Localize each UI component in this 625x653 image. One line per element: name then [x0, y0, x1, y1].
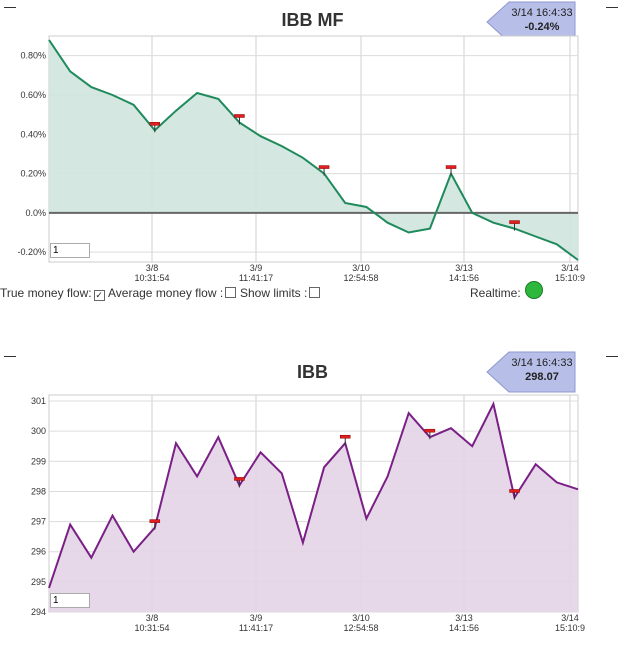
- price-x-tick-time: 12:54:58: [343, 623, 378, 633]
- price-event-marker: [339, 434, 351, 439]
- mf-event-marker: [149, 122, 161, 126]
- mf-callout-value: -0.24%: [524, 21, 560, 33]
- price-chart: IBB 3/14 16:4:33 298.07 301 300 299 298 297 2…: [0, 340, 625, 653]
- avg-mf-label: Average money flow :: [108, 286, 224, 300]
- price-x-tick-time: 10:31:54: [134, 623, 169, 633]
- price-y-tick-label: 298: [31, 486, 46, 496]
- mf-range-input[interactable]: 1: [50, 243, 90, 258]
- price-y-tick-label: 297: [31, 517, 46, 527]
- price-event-marker: [234, 477, 245, 481]
- true-mf-control: True money flow: ✓: [0, 286, 105, 301]
- mf-x-tick-date: 3/13: [455, 263, 473, 273]
- mf-y-tick-label: 0.0%: [25, 208, 46, 218]
- price-x-tick-date: 3/14: [561, 613, 579, 623]
- price-callout-arrow-icon: [486, 351, 576, 393]
- avg-mf-checkbox[interactable]: [225, 287, 237, 298]
- mf-corner-dash-right: [606, 7, 618, 8]
- price-y-tick-label: 295: [31, 577, 46, 587]
- mf-x-tick-time: 15:10:9: [555, 273, 585, 283]
- show-limits-label: Show limits :: [240, 286, 308, 300]
- mf-y-tick-label: 0.80%: [20, 51, 46, 61]
- mf-x-tick-date: 3/14: [561, 263, 579, 273]
- true-mf-checkbox[interactable]: ✓: [93, 290, 105, 301]
- true-mf-label: True money flow:: [0, 286, 92, 300]
- mf-series-line: [48, 39, 579, 261]
- mf-event-marker: [318, 165, 330, 169]
- price-x-tick-date: 3/13: [455, 613, 473, 623]
- price-corner-dash-right: [606, 356, 618, 357]
- price-x-tick-date: 3/9: [250, 613, 263, 623]
- mf-x-tick-date: 3/8: [146, 263, 159, 273]
- mf-chart: IBB MF 3/14 16:4:33 -0.24% 0.80% 0.60% 0.4…: [0, 0, 625, 305]
- mf-chart-title: IBB MF: [281, 10, 344, 30]
- mf-y-tick-label: 0.20%: [20, 169, 46, 179]
- price-y-tick-label: 296: [31, 547, 46, 557]
- mf-y-tick-label: -0.20%: [17, 247, 46, 257]
- avg-mf-control: Average money flow :: [108, 286, 237, 300]
- price-range-input[interactable]: 1: [50, 593, 90, 608]
- price-callout-value: 298.07: [525, 371, 559, 383]
- price-x-tick-date: 3/10: [352, 613, 370, 623]
- mf-event-marker: [234, 114, 245, 118]
- realtime-status-indicator[interactable]: [525, 281, 543, 299]
- price-x-tick-time: 11:41:17: [239, 623, 273, 633]
- mf-area-fill: [49, 39, 578, 261]
- price-plot-area: 3013002992982972962952943/810:31:543/911…: [31, 394, 585, 633]
- show-limits-checkbox[interactable]: [309, 287, 321, 298]
- show-limits-control: Show limits :: [240, 286, 321, 300]
- mf-y-tick-label: 0.60%: [20, 90, 46, 100]
- mf-x-tick-time: 14:1:56: [449, 273, 479, 283]
- price-event-marker: [509, 489, 520, 493]
- price-corner-dash-left: [4, 356, 16, 357]
- mf-y-tick-label: 0.40%: [20, 129, 46, 139]
- price-y-tick-label: 299: [31, 456, 46, 466]
- price-callout-date: 3/14 16:4:33: [511, 357, 573, 369]
- price-series-line: [48, 401, 579, 589]
- mf-last-value-callout: 3/14 16:4:33 -0.24%: [485, 1, 577, 43]
- mf-corner-dash-left: [4, 7, 16, 8]
- price-y-tick-label: 301: [31, 396, 46, 406]
- realtime-label: Realtime:: [470, 286, 521, 300]
- mf-x-tick-time: 11:41:17: [239, 273, 273, 283]
- mf-x-tick-date: 3/10: [352, 263, 370, 273]
- mf-x-tick-time: 10:31:54: [134, 273, 169, 283]
- mf-event-marker: [509, 220, 520, 224]
- price-event-marker: [149, 519, 161, 523]
- price-event-marker: [424, 428, 436, 433]
- mf-x-tick-date: 3/9: [250, 263, 263, 273]
- mf-x-tick-time: 12:54:58: [343, 273, 378, 283]
- price-x-tick-time: 14:1:56: [449, 623, 479, 633]
- mf-plot-area: 0.80% 0.60% 0.40% 0.20% 0.0% -0.20% 3/810:31:5…: [17, 35, 585, 283]
- price-chart-title: IBB: [297, 362, 328, 382]
- mf-event-marker: [445, 165, 457, 169]
- price-x-tick-date: 3/8: [146, 613, 159, 623]
- price-y-tick-label: 294: [31, 607, 46, 617]
- price-last-value-callout: 3/14 16:4:33 298.07: [485, 351, 577, 393]
- price-y-tick-label: 300: [31, 426, 46, 436]
- price-x-tick-time: 15:10:9: [555, 623, 585, 633]
- mf-controls-bar: True money flow: ✓ Average money flow : S…: [0, 286, 625, 302]
- mf-callout-date: 3/14 16:4:33: [511, 7, 573, 19]
